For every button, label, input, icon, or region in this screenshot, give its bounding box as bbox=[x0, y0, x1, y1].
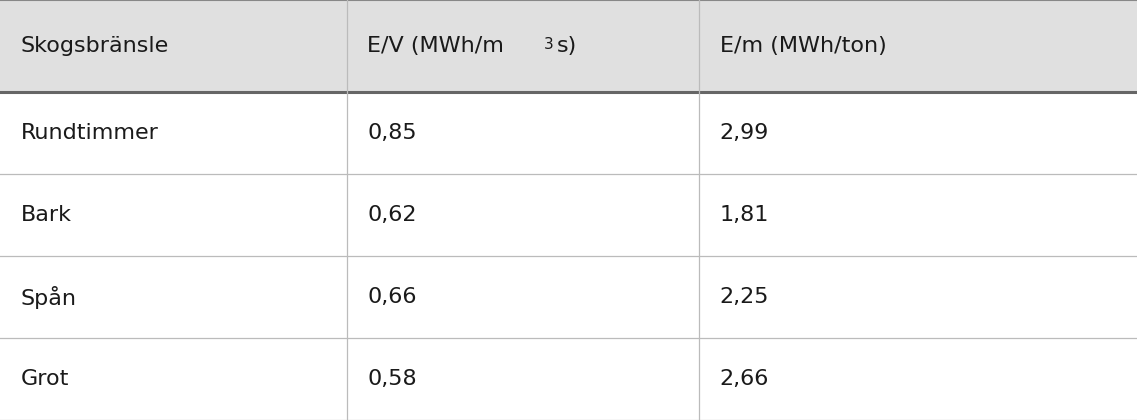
Text: E/m (MWh/ton): E/m (MWh/ton) bbox=[720, 36, 887, 56]
Text: 2,25: 2,25 bbox=[720, 287, 770, 307]
Bar bbox=[0, 0, 1137, 92]
Text: 0,66: 0,66 bbox=[367, 287, 417, 307]
Text: 0,85: 0,85 bbox=[367, 123, 417, 143]
Text: 1,81: 1,81 bbox=[720, 205, 769, 225]
Text: Bark: Bark bbox=[20, 205, 72, 225]
Text: 0,58: 0,58 bbox=[367, 369, 417, 389]
Text: Rundtimmer: Rundtimmer bbox=[20, 123, 158, 143]
Text: 0,62: 0,62 bbox=[367, 205, 417, 225]
Text: 2,99: 2,99 bbox=[720, 123, 769, 143]
Text: Skogsbränsle: Skogsbränsle bbox=[20, 36, 168, 56]
Text: s): s) bbox=[556, 36, 576, 56]
Text: Grot: Grot bbox=[20, 369, 69, 389]
Text: 3: 3 bbox=[543, 37, 554, 52]
Text: E/V (MWh/m: E/V (MWh/m bbox=[367, 36, 504, 56]
Text: Spån: Spån bbox=[20, 286, 76, 309]
Text: 2,66: 2,66 bbox=[720, 369, 769, 389]
